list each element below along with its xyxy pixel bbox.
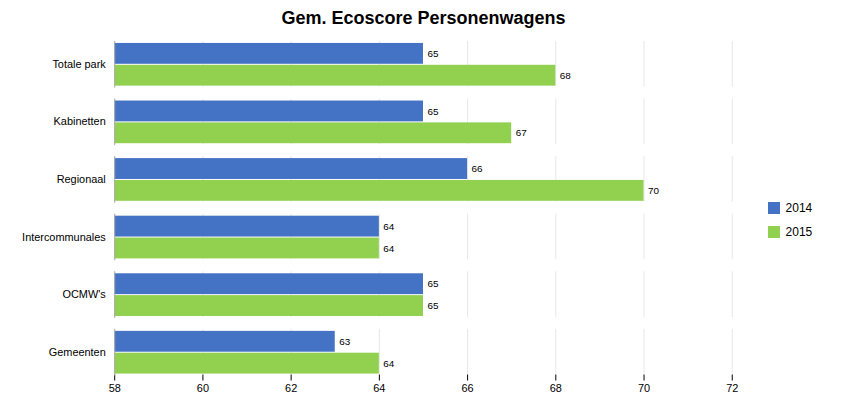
html-text:2015: 2015 xyxy=(785,225,813,240)
html-text:2014: 2014 xyxy=(785,201,813,216)
svg-text:64: 64 xyxy=(383,221,395,232)
svg-text:Intercommunales: Intercommunales xyxy=(22,231,106,243)
svg-text:70: 70 xyxy=(638,382,650,394)
svg-text:Totale park: Totale park xyxy=(52,58,106,70)
svg-text:65: 65 xyxy=(427,106,439,117)
svg-text:65: 65 xyxy=(427,48,439,59)
svg-text:60: 60 xyxy=(197,382,209,394)
svg-text:62: 62 xyxy=(285,382,297,394)
svg-text:63: 63 xyxy=(339,336,351,347)
svg-text:64: 64 xyxy=(383,243,395,254)
svg-text:66: 66 xyxy=(462,382,474,394)
svg-text:64: 64 xyxy=(383,358,395,369)
svg-text:Gemeenten: Gemeenten xyxy=(49,346,106,358)
svg-text:68: 68 xyxy=(560,70,572,81)
svg-text:68: 68 xyxy=(550,382,562,394)
svg-text:67: 67 xyxy=(516,127,528,138)
svg-text:66: 66 xyxy=(472,163,484,174)
svg-text:70: 70 xyxy=(648,185,660,196)
svg-text:Kabinetten: Kabinetten xyxy=(54,115,106,127)
svg-text:65: 65 xyxy=(427,278,439,289)
svg-text:72: 72 xyxy=(726,382,738,394)
svg-text:65: 65 xyxy=(427,300,439,311)
svg-text:Regionaal: Regionaal xyxy=(57,173,106,185)
svg-text:64: 64 xyxy=(373,382,385,394)
svg-text:58: 58 xyxy=(109,382,121,394)
svg-text:OCMW's: OCMW's xyxy=(62,288,106,300)
html-text:Gem. Ecoscore Personenwagens: Gem. Ecoscore Personenwagens xyxy=(281,8,566,28)
